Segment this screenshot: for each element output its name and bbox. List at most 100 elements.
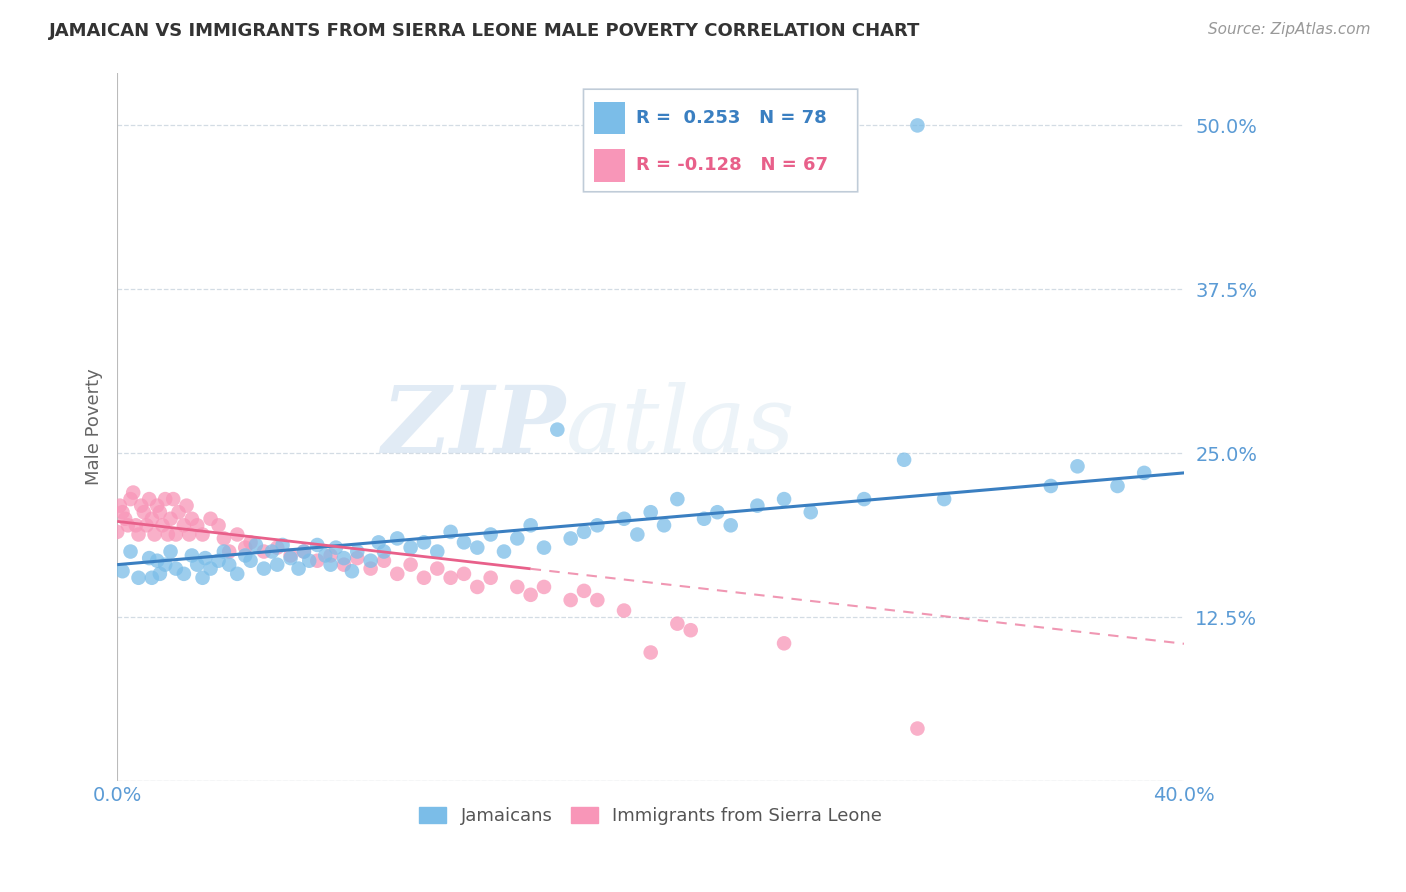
Point xyxy=(666,616,689,631)
Point xyxy=(153,558,176,572)
Point xyxy=(346,551,368,566)
Text: ZIP: ZIP xyxy=(381,382,565,472)
Point xyxy=(706,505,728,519)
Point xyxy=(307,538,329,552)
Point xyxy=(426,561,449,575)
Point xyxy=(586,593,609,607)
Point xyxy=(280,549,302,563)
Point xyxy=(233,549,256,563)
Text: R = -0.128   N = 67: R = -0.128 N = 67 xyxy=(636,156,828,174)
Point xyxy=(519,588,541,602)
Point xyxy=(218,558,240,572)
Point xyxy=(159,512,181,526)
Point xyxy=(122,485,145,500)
Point xyxy=(1133,466,1156,480)
Point xyxy=(560,532,582,546)
Point xyxy=(135,518,157,533)
Point xyxy=(146,499,169,513)
Point xyxy=(292,544,315,558)
Point xyxy=(1066,459,1088,474)
Point xyxy=(179,527,201,541)
Point xyxy=(426,544,449,558)
Point xyxy=(162,492,184,507)
Point xyxy=(292,544,315,558)
Point xyxy=(120,544,142,558)
Point xyxy=(176,499,198,513)
Point xyxy=(143,527,166,541)
Point xyxy=(108,499,131,513)
Point xyxy=(141,512,163,526)
Point xyxy=(156,527,179,541)
Point xyxy=(173,518,195,533)
Point xyxy=(129,499,152,513)
Point xyxy=(907,119,929,133)
FancyBboxPatch shape xyxy=(583,89,858,192)
Point xyxy=(640,505,662,519)
Point xyxy=(138,492,160,507)
Point xyxy=(572,583,595,598)
Point xyxy=(613,512,636,526)
Point xyxy=(440,571,463,585)
Point xyxy=(207,518,229,533)
Point xyxy=(146,554,169,568)
Text: atlas: atlas xyxy=(565,382,794,472)
Point xyxy=(346,544,368,558)
Point xyxy=(125,518,148,533)
Point xyxy=(907,722,929,736)
Point xyxy=(613,603,636,617)
Point xyxy=(465,541,488,555)
Point xyxy=(180,549,202,563)
Point xyxy=(239,554,262,568)
Point xyxy=(149,566,172,581)
Point xyxy=(693,512,716,526)
Point xyxy=(506,580,529,594)
Point xyxy=(200,561,222,575)
Point xyxy=(149,505,172,519)
Point xyxy=(159,544,181,558)
Point xyxy=(325,541,347,555)
Point xyxy=(626,527,648,541)
Point xyxy=(572,524,595,539)
Point xyxy=(314,549,336,563)
Point xyxy=(399,541,422,555)
Point xyxy=(679,624,702,638)
Point xyxy=(153,492,176,507)
Point xyxy=(191,571,214,585)
Point xyxy=(207,554,229,568)
Point xyxy=(105,524,128,539)
Point xyxy=(226,566,249,581)
Text: R =  0.253   N = 78: R = 0.253 N = 78 xyxy=(636,109,827,127)
Point xyxy=(652,518,675,533)
Point xyxy=(533,541,555,555)
Point xyxy=(191,527,214,541)
Text: Source: ZipAtlas.com: Source: ZipAtlas.com xyxy=(1208,22,1371,37)
Point xyxy=(245,538,267,552)
Point xyxy=(307,554,329,568)
Point xyxy=(413,535,436,549)
Point xyxy=(479,527,502,541)
Point xyxy=(165,561,187,575)
Point xyxy=(893,452,915,467)
Point xyxy=(271,538,294,552)
Point xyxy=(200,512,222,526)
Point xyxy=(932,492,955,507)
Point xyxy=(180,512,202,526)
Point xyxy=(533,580,555,594)
Point xyxy=(399,558,422,572)
Point xyxy=(218,544,240,558)
Point xyxy=(111,505,134,519)
Y-axis label: Male Poverty: Male Poverty xyxy=(86,368,103,485)
Point xyxy=(1107,479,1129,493)
Point xyxy=(319,558,342,572)
Point xyxy=(492,544,515,558)
Point xyxy=(253,544,276,558)
Point xyxy=(194,551,217,566)
Point xyxy=(360,554,382,568)
Point xyxy=(773,492,796,507)
Point xyxy=(413,571,436,585)
Point xyxy=(138,551,160,566)
Point xyxy=(720,518,742,533)
Point xyxy=(800,505,823,519)
Bar xyxy=(595,102,624,135)
Point xyxy=(260,544,283,558)
